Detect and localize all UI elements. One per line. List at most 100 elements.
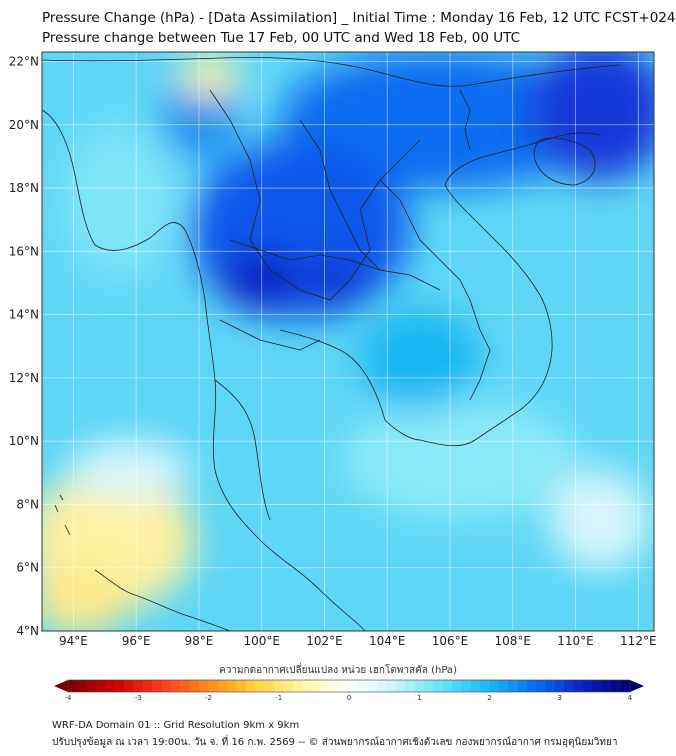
colorbar-step: [180, 680, 191, 692]
colorbar-step: [386, 680, 397, 692]
pressure-field: [42, 52, 654, 631]
colorbar-step: [236, 680, 247, 692]
pressure-change-map: 22°N 20°N 18°N 16°N 14°N 12°N 10°N 8°N 6°N 4°N 94…: [9, 51, 657, 648]
coastline-borders: [42, 57, 621, 631]
colorbar-step: [583, 680, 593, 692]
colorbar-step: [77, 680, 88, 692]
colorbar-step: [405, 680, 415, 692]
colorbar-step: [545, 680, 556, 692]
colorbar-ticks: -4 -3 -2 -1 0 1 2 3 4: [65, 694, 633, 702]
colorbar-step: [227, 680, 237, 692]
colorbar-step: [526, 680, 537, 692]
colorbar-min-extend: [54, 680, 68, 692]
lat-label: 8°N: [16, 497, 39, 511]
colorbar-tick-label: 2: [487, 694, 491, 702]
lat-label: 20°N: [9, 118, 39, 132]
colorbar-step: [442, 680, 453, 692]
lat-label: 14°N: [9, 308, 39, 322]
colorbar-step: [339, 680, 350, 692]
colorbar-label: ความกดอากาศเปลี่ยนแปลง หน่วย เฮกโตพาสคัล…: [219, 665, 457, 676]
lon-label: 96°E: [122, 634, 151, 648]
colorbar-outline: [67, 679, 631, 693]
lat-label: 4°N: [16, 624, 39, 638]
colorbar-step: [274, 680, 284, 692]
colorbar-step: [498, 680, 509, 692]
colorbar-step: [592, 680, 603, 692]
colorbar-step: [573, 680, 584, 692]
lon-label: 102°E: [306, 634, 343, 648]
colorbar-step: [217, 680, 228, 692]
colorbar-step: [395, 680, 406, 692]
colorbar-step: [517, 680, 528, 692]
colorbar-step: [133, 680, 144, 692]
colorbar-step: [536, 680, 546, 692]
colorbar-tick-label: -3: [135, 694, 142, 702]
colorbar-step: [96, 680, 106, 692]
lat-label: 16°N: [9, 244, 39, 258]
colorbar-step: [423, 680, 434, 692]
colorbar-step: [302, 680, 312, 692]
footer-model-info: WRF-DA Domain 01 :: Grid Resolution 9km …: [52, 720, 300, 731]
colorbar-step: [283, 680, 294, 692]
colorbar-step: [320, 680, 331, 692]
colorbar-step: [245, 680, 256, 692]
colorbar: -4 -3 -2 -1 0 1 2 3 4: [54, 679, 644, 702]
colorbar-step: [564, 680, 575, 692]
colorbar-step: [105, 680, 116, 692]
colorbar-step: [86, 680, 97, 692]
colorbar-tick-label: -2: [205, 694, 212, 702]
footer-credit: ปรับปรุงข้อมูล ณ เวลา 19:00น. วัน จ. ที่…: [52, 737, 618, 748]
colorbar-step: [452, 680, 462, 692]
colorbar-step: [489, 680, 500, 692]
colorbar-max-extend: [630, 680, 644, 692]
colorbar-step: [611, 680, 621, 692]
colorbar-step: [601, 680, 612, 692]
lat-label: 10°N: [9, 434, 39, 448]
lon-label: 112°E: [620, 634, 657, 648]
lon-label: 110°E: [557, 634, 594, 648]
map-frame: [41, 51, 655, 632]
colorbar-step: [114, 680, 125, 692]
longitude-labels: 94°E 96°E 98°E 100°E 102°E 104°E 106°E 108°E 110…: [59, 634, 657, 648]
colorbar-step: [367, 680, 378, 692]
colorbar-step: [255, 680, 265, 692]
colorbar-step: [433, 680, 443, 692]
colorbar-step: [124, 680, 134, 692]
lon-label: 106°E: [432, 634, 469, 648]
colorbar-tick-label: -1: [275, 694, 282, 702]
colorbar-step: [358, 680, 369, 692]
colorbar-step: [480, 680, 490, 692]
colorbar-step: [199, 680, 209, 692]
lon-label: 104°E: [369, 634, 406, 648]
colorbar-tick-label: 4: [628, 694, 633, 702]
colorbar-step: [161, 680, 172, 692]
lon-label: 94°E: [59, 634, 88, 648]
colorbar-step: [152, 680, 162, 692]
lat-label: 12°N: [9, 371, 39, 385]
colorbar-tick-label: 3: [558, 694, 562, 702]
colorbar-step: [264, 680, 275, 692]
colorbar-tick-label: 1: [417, 694, 421, 702]
colorbar-step: [470, 680, 481, 692]
colorbar-tick-label: 0: [347, 694, 351, 702]
lon-label: 108°E: [495, 634, 532, 648]
colorbar-step: [414, 680, 425, 692]
colorbar-steps: [54, 679, 644, 693]
colorbar-step: [189, 680, 200, 692]
colorbar-step: [461, 680, 472, 692]
lon-label: 98°E: [184, 634, 213, 648]
colorbar-step: [68, 680, 78, 692]
colorbar-tick-label: -4: [65, 694, 73, 702]
lat-label: 22°N: [9, 54, 39, 68]
latitude-labels: 22°N 20°N 18°N 16°N 14°N 12°N 10°N 8°N 6°N 4°N: [9, 54, 39, 638]
colorbar-step: [208, 680, 219, 692]
colorbar-step: [142, 680, 153, 692]
colorbar-step: [292, 680, 303, 692]
colorbar-step: [620, 680, 631, 692]
colorbar-step: [555, 680, 565, 692]
colorbar-step: [330, 680, 340, 692]
map-subtitle: Pressure change between Tue 17 Feb, 00 U…: [42, 30, 521, 46]
colorbar-step: [377, 680, 387, 692]
lon-label: 100°E: [243, 634, 280, 648]
colorbar-step: [508, 680, 518, 692]
